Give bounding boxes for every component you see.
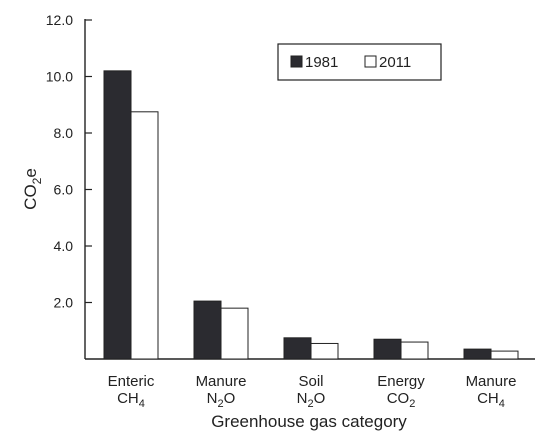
y-tick-label: 4.0 xyxy=(54,238,74,254)
x-category-label: Soil xyxy=(298,373,323,390)
x-category-formula: N2O xyxy=(297,390,326,410)
y-tick-label: 6.0 xyxy=(54,182,74,198)
x-category-formula: N2O xyxy=(207,390,236,410)
bar-1981-3 xyxy=(283,337,312,360)
x-category-label: Manure xyxy=(466,373,517,390)
y-tick-label: 12.0 xyxy=(46,12,73,28)
bar-1981-2 xyxy=(193,300,222,360)
x-category-label: Enteric xyxy=(108,373,155,390)
bar-1981-1 xyxy=(103,70,132,360)
x-category-formula: CO2 xyxy=(387,390,416,410)
y-tick-label: 2.0 xyxy=(54,295,74,311)
legend-box xyxy=(277,43,442,81)
legend-label-1981: 1981 xyxy=(305,54,338,71)
legend: 1981 2011 xyxy=(277,43,442,81)
x-category-label: Energy xyxy=(377,373,425,390)
bar-1981-4 xyxy=(373,338,402,360)
y-tick-label: 10.0 xyxy=(46,69,73,85)
bar-2011-4 xyxy=(400,341,429,360)
bar-2011-5 xyxy=(490,350,519,360)
bar-2011-2 xyxy=(220,307,249,360)
x-category-formula: CH4 xyxy=(477,390,505,410)
legend-label-2011: 2011 xyxy=(379,54,411,71)
x-category-label: Manure xyxy=(196,373,247,390)
y-axis-title: CO2e xyxy=(21,168,44,210)
legend-swatch-1981 xyxy=(290,55,303,68)
x-axis-title: Greenhouse gas category xyxy=(211,412,407,431)
bar-2011-3 xyxy=(310,342,339,360)
x-category-formula: CH4 xyxy=(117,390,145,410)
axes: 2.0 4.0 6.0 8.0 10.0 12.0 xyxy=(46,12,535,360)
y-tick-label: 8.0 xyxy=(54,125,74,141)
labels: CO2eEntericCH4ManureN2OSoilN2OEnergyCO2M… xyxy=(21,168,516,431)
bars xyxy=(103,70,519,360)
legend-swatch-2011 xyxy=(364,55,377,68)
bar-1981-5 xyxy=(463,348,492,360)
bar-2011-1 xyxy=(130,111,159,360)
